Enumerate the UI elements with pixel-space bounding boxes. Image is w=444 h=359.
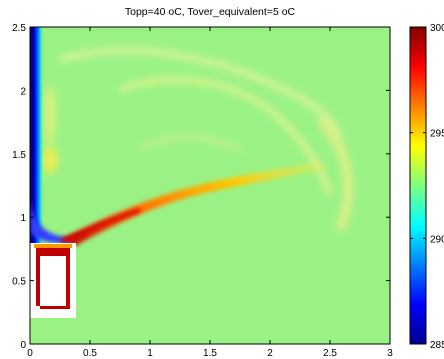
y-tick-label: 2.5	[12, 23, 26, 34]
x-tick-label: 2.5	[323, 348, 337, 359]
x-tick-label: 1.5	[203, 348, 217, 359]
heatmap-field	[30, 27, 390, 344]
colorbar-tick-label: 290	[430, 234, 444, 245]
y-tick-label: 2	[20, 86, 26, 97]
heater-body	[40, 256, 66, 306]
heater-left-leg	[36, 306, 40, 318]
warm-plume	[60, 160, 330, 246]
y-tick-label: 1	[20, 213, 26, 224]
chart-title: Topp=40 oC, Tover_equivalent=5 oC	[125, 6, 296, 18]
y-axis: 0 0.5 1 1.5 2 2.5	[12, 23, 390, 351]
y-tick-label: 0.5	[12, 277, 26, 288]
hot-spot	[42, 146, 58, 174]
x-tick-label: 3	[387, 348, 393, 359]
x-tick-label: 1	[147, 348, 153, 359]
cold-wall-core	[30, 27, 34, 242]
x-tick-label: 0	[27, 348, 33, 359]
colorbar	[409, 26, 427, 345]
swirl-upper	[58, 47, 344, 142]
plume-core	[61, 208, 141, 243]
x-tick-label: 2	[267, 348, 273, 359]
swirl-right	[316, 116, 354, 232]
y-tick-label: 1.5	[12, 150, 26, 161]
y-tick-label: 0	[20, 340, 26, 351]
warm-band	[44, 85, 56, 145]
cold-corner	[30, 200, 75, 244]
colorbar-tick-label: 285	[430, 340, 444, 351]
x-tick-label: 0.5	[83, 348, 97, 359]
heater-edge	[34, 244, 72, 248]
colorbar-ticks: 285 290 295 300	[410, 23, 444, 351]
colorbar-tick-label: 295	[430, 129, 444, 140]
swirl-center	[138, 133, 242, 153]
x-axis: 0 0.5 1 1.5 2 2.5 3	[27, 27, 393, 359]
colorbar-tick-label: 300	[430, 23, 444, 34]
